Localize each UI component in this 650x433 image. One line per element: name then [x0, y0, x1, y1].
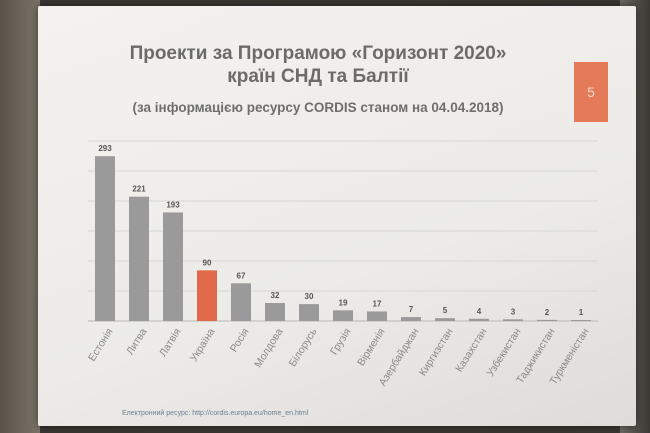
chart-bars	[95, 156, 591, 321]
value-label-8: 19	[339, 298, 348, 307]
value-label-4: 90	[203, 258, 212, 267]
value-label-13: 3	[511, 307, 516, 316]
value-label-6: 32	[271, 291, 280, 300]
value-label-1: 293	[98, 144, 112, 153]
slide-title-line2: країн СНД та Балтії	[227, 66, 409, 87]
slide-number-badge: 5	[574, 62, 608, 122]
bar-7	[299, 304, 319, 321]
bar-15	[571, 320, 591, 321]
value-label-12: 4	[477, 307, 482, 316]
value-label-9: 17	[373, 299, 382, 308]
slide-title-line1: Проекти за Програмою «Горизонт 2020»	[129, 43, 507, 64]
value-label-14: 2	[545, 308, 550, 317]
bar-6	[265, 303, 285, 321]
category-label-4: Україна	[188, 326, 218, 364]
value-label-2: 221	[132, 185, 146, 194]
wall-left	[0, 0, 40, 433]
category-label-3: Латвія	[157, 326, 184, 359]
bar-9	[367, 311, 387, 321]
category-label-8: Грузія	[328, 326, 353, 357]
category-label-12: Казахстан	[453, 326, 489, 374]
category-label-6: Молдова	[252, 326, 286, 370]
category-label-11: Киргизстан	[417, 326, 456, 378]
category-label-7: Білорусь	[287, 326, 320, 369]
bar-10	[401, 317, 421, 321]
bar-3	[163, 212, 183, 321]
category-label-2: Литва	[124, 326, 150, 357]
bar-11	[435, 318, 455, 321]
value-label-5: 67	[237, 271, 246, 280]
bar-1	[95, 156, 115, 321]
value-label-7: 30	[305, 292, 314, 301]
bar-12	[469, 318, 489, 321]
slide-subtitle: (за інформацією ресурсу CORDIS станом на…	[132, 100, 504, 115]
projection-screen: Проекти за Програмою «Горизонт 2020» кра…	[38, 6, 636, 426]
bar-14	[537, 319, 557, 321]
bar-4	[197, 270, 217, 321]
category-label-9: Вірменія	[355, 326, 387, 368]
value-label-3: 193	[166, 200, 180, 209]
category-label-13: Узбекистан	[484, 326, 523, 379]
value-label-10: 7	[409, 305, 414, 314]
value-label-15: 1	[579, 308, 584, 317]
bar-5	[231, 283, 251, 321]
category-label-1: Естонія	[86, 326, 116, 363]
bar-13	[503, 319, 523, 321]
bar-2	[129, 196, 149, 321]
bar-8	[333, 310, 353, 321]
slide-title: Проекти за Програмою «Горизонт 2020» кра…	[78, 42, 558, 88]
chart-category-labels: Естонія Литва Латвія Україна Росія Молдова Біл…	[86, 326, 592, 388]
category-label-5: Росія	[228, 326, 252, 354]
footnote: Електронний ресурс: http://cordis.europa…	[122, 410, 309, 417]
value-label-11: 5	[443, 306, 448, 315]
